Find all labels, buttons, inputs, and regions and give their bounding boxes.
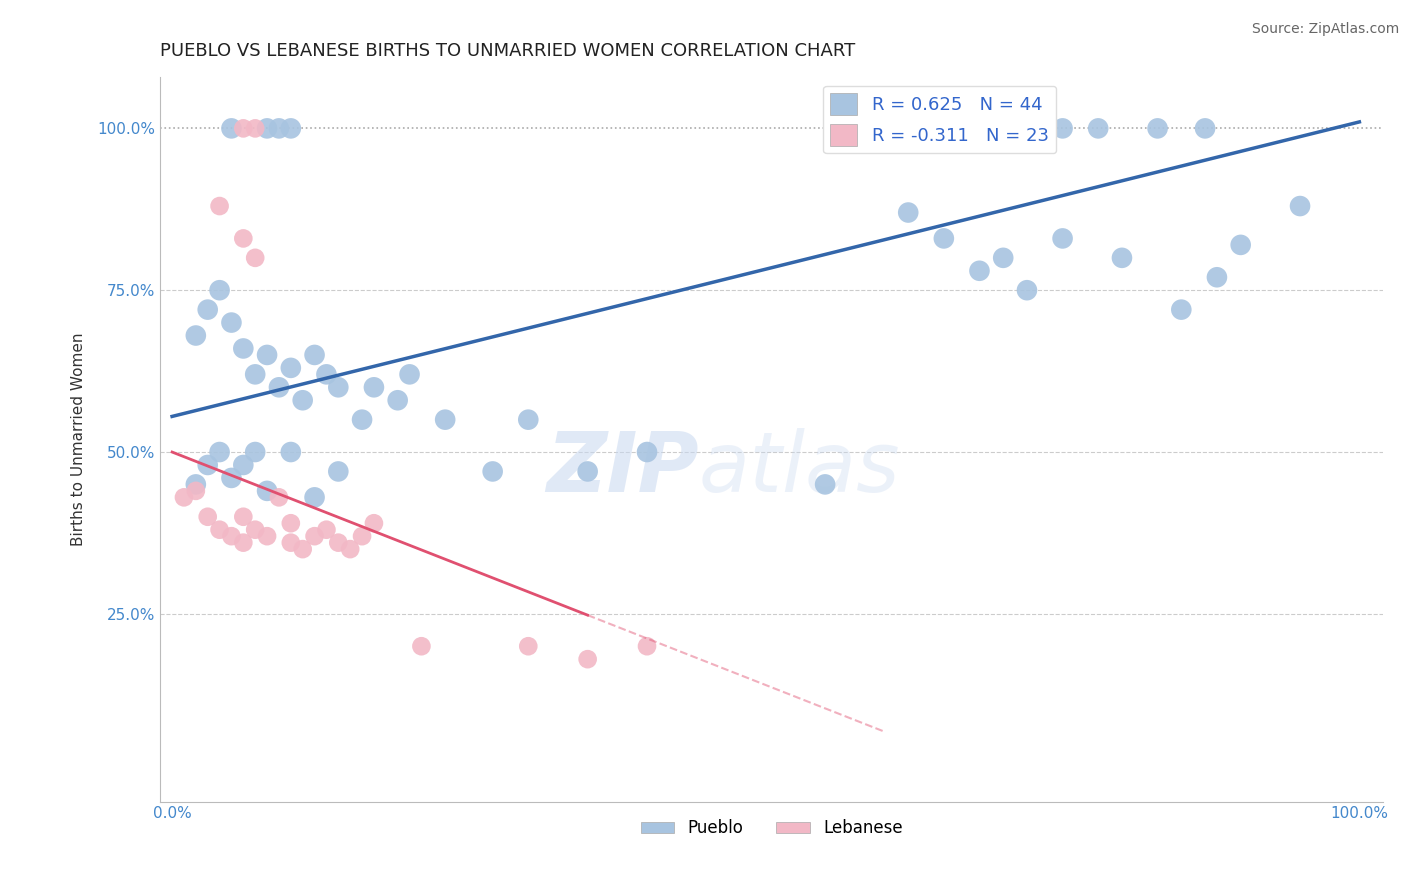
Point (1052, 231, 1074, 245)
Point (267, 121, 290, 136)
Point (304, 491, 326, 505)
Point (221, 529, 243, 543)
Point (434, 412, 457, 426)
Point (256, 348, 278, 362)
Point (576, 465, 599, 479)
Point (184, 328, 207, 343)
Point (245, 523, 267, 537)
Point (969, 264, 991, 278)
Point (232, 458, 254, 472)
Point (1087, 121, 1109, 136)
Point (304, 529, 326, 543)
Point (517, 412, 540, 426)
Point (245, 251, 267, 265)
Point (636, 639, 658, 653)
Point (197, 302, 219, 317)
Point (1229, 238, 1251, 252)
Point (1015, 283, 1038, 297)
Point (363, 380, 385, 394)
Point (291, 393, 314, 408)
Point (232, 121, 254, 136)
Point (280, 445, 302, 459)
Point (280, 121, 302, 136)
Point (208, 445, 231, 459)
Point (1194, 121, 1216, 136)
Point (304, 348, 326, 362)
Text: ZIP: ZIP (546, 427, 699, 508)
Point (173, 491, 195, 505)
Text: PUEBLO VS LEBANESE BIRTHS TO UNMARRIED WOMEN CORRELATION CHART: PUEBLO VS LEBANESE BIRTHS TO UNMARRIED W… (160, 42, 855, 60)
Point (398, 368, 420, 382)
Point (481, 465, 503, 479)
Point (291, 542, 314, 557)
Point (208, 199, 231, 213)
Point (328, 535, 350, 549)
Point (267, 491, 290, 505)
Point (1111, 251, 1133, 265)
Point (245, 368, 267, 382)
Point (256, 529, 278, 543)
Point (197, 509, 219, 524)
Point (280, 516, 302, 531)
Point (1206, 270, 1229, 285)
Legend: Pueblo, Lebanese: Pueblo, Lebanese (634, 813, 910, 844)
Point (267, 380, 290, 394)
Point (280, 535, 302, 549)
Point (363, 516, 385, 531)
Point (245, 121, 267, 136)
Point (352, 412, 374, 426)
Point (315, 368, 337, 382)
Point (517, 639, 540, 653)
Point (897, 205, 920, 219)
Point (873, 121, 896, 136)
Point (221, 121, 243, 136)
Point (184, 477, 207, 491)
Point (411, 639, 433, 653)
Point (352, 529, 374, 543)
Point (328, 465, 350, 479)
Point (993, 251, 1015, 265)
Point (387, 393, 409, 408)
Point (1170, 302, 1192, 317)
Point (232, 231, 254, 245)
Point (221, 471, 243, 485)
Point (256, 483, 278, 498)
Point (576, 652, 599, 666)
Point (245, 445, 267, 459)
Point (1289, 199, 1312, 213)
Point (1052, 121, 1074, 136)
Point (256, 121, 278, 136)
Point (208, 523, 231, 537)
Point (232, 509, 254, 524)
Point (636, 445, 658, 459)
Text: Source: ZipAtlas.com: Source: ZipAtlas.com (1251, 22, 1399, 37)
Point (221, 316, 243, 330)
Point (184, 483, 207, 498)
Point (328, 380, 350, 394)
Point (197, 458, 219, 472)
Point (1146, 121, 1168, 136)
Y-axis label: Births to Unmarried Women: Births to Unmarried Women (72, 333, 86, 546)
Point (208, 283, 231, 297)
Point (932, 231, 955, 245)
Point (232, 342, 254, 356)
Text: atlas: atlas (699, 427, 900, 508)
Point (315, 523, 337, 537)
Point (897, 121, 920, 136)
Point (814, 477, 837, 491)
Point (339, 542, 361, 557)
Point (280, 360, 302, 375)
Point (232, 535, 254, 549)
